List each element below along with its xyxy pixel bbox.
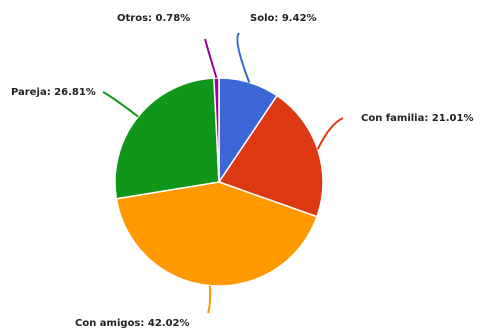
slice-label-otros: Otros: 0.78% (117, 13, 190, 24)
labels-layer: Solo: 9.42% Con familia: 21.01% Con amig… (11, 13, 474, 329)
leader-line-solo (236, 32, 251, 83)
leader-line-pareja (102, 91, 139, 118)
leader-line-con-familia (316, 117, 344, 150)
pie-slice-con-amigos (115, 181, 318, 287)
leaders-layer (102, 32, 344, 314)
slice-label-con-amigos: Con amigos: 42.02% (75, 318, 190, 329)
pie-slice-otros (213, 77, 220, 183)
slice-label-con-familia: Con familia: 21.01% (361, 113, 474, 124)
leader-line-con-amigos (207, 285, 212, 314)
slices-layer (114, 77, 324, 287)
leader-line-otros (204, 38, 218, 79)
slice-label-pareja: Pareja: 26.81% (11, 87, 96, 98)
pie-slice-pareja (114, 77, 220, 200)
slice-label-solo: Solo: 9.42% (250, 13, 317, 24)
pie-slice-con-familia (217, 94, 324, 218)
